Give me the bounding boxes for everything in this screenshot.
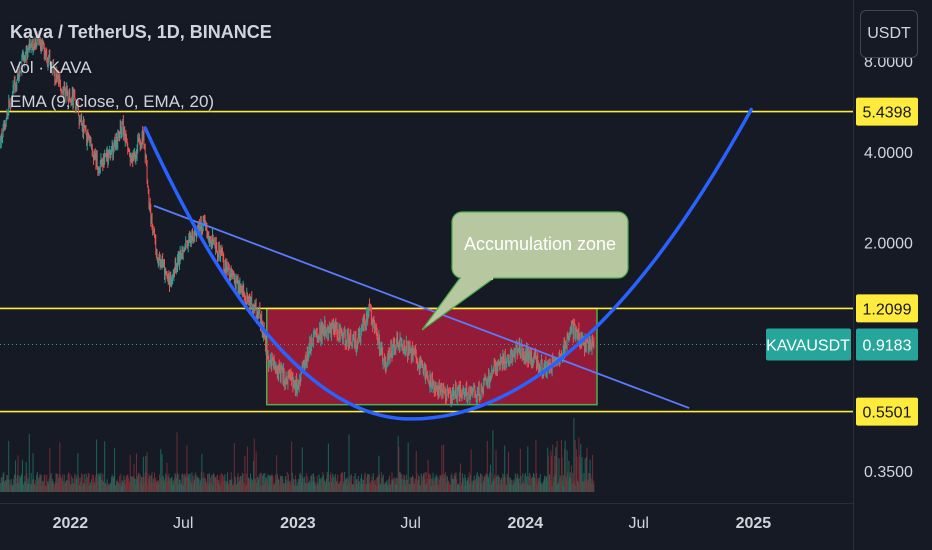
current-price-tag bbox=[856, 328, 918, 361]
descending-trendline bbox=[153, 204, 690, 409]
current-price-label: 0.9183 bbox=[863, 337, 912, 354]
callout-box bbox=[451, 211, 629, 279]
y-tick-label-2: 2.0000 bbox=[864, 236, 913, 253]
ema-indicator-label[interactable]: EMA (9, close, 0, EMA, 20) bbox=[10, 92, 215, 111]
y-tick-label-1: 4.0000 bbox=[864, 145, 913, 162]
cup-curve bbox=[143, 107, 753, 421]
x-tick-label-6: 2025 bbox=[736, 515, 772, 532]
volume-indicator-label[interactable]: Vol · KAVA bbox=[10, 58, 92, 77]
level-tag-2 bbox=[856, 397, 918, 426]
level-tag-label-1: 1.2099 bbox=[863, 301, 912, 318]
currency-unit-button[interactable]: USDT bbox=[860, 10, 918, 58]
volume-bars bbox=[0, 417, 595, 492]
level-tag-label-2: 0.5501 bbox=[863, 405, 912, 422]
level-tag-label-0: 5.4398 bbox=[863, 105, 912, 122]
chart-title[interactable]: Kava / TetherUS, 1D, BINANCE bbox=[10, 22, 272, 42]
x-tick-label-3: Jul bbox=[400, 515, 420, 532]
level-tag-0 bbox=[856, 97, 918, 126]
time-axis-border bbox=[0, 503, 853, 504]
x-tick-label-2: 2023 bbox=[280, 515, 316, 532]
x-tick-label-4: 2024 bbox=[508, 515, 544, 532]
price-axis-border bbox=[853, 0, 854, 550]
symbol-tag bbox=[766, 328, 851, 361]
callout-label: Accumulation zone bbox=[464, 234, 616, 254]
x-tick-label-5: Jul bbox=[628, 515, 648, 532]
x-tick-label-0: 2022 bbox=[53, 515, 89, 532]
x-tick-label-1: Jul bbox=[173, 515, 193, 532]
y-tick-label-0: 8.0000 bbox=[864, 54, 913, 71]
y-tick-label-3: 0.3500 bbox=[864, 464, 913, 481]
level-tag-1 bbox=[856, 294, 918, 323]
symbol-tag-label: KAVAUSDT bbox=[766, 337, 850, 354]
